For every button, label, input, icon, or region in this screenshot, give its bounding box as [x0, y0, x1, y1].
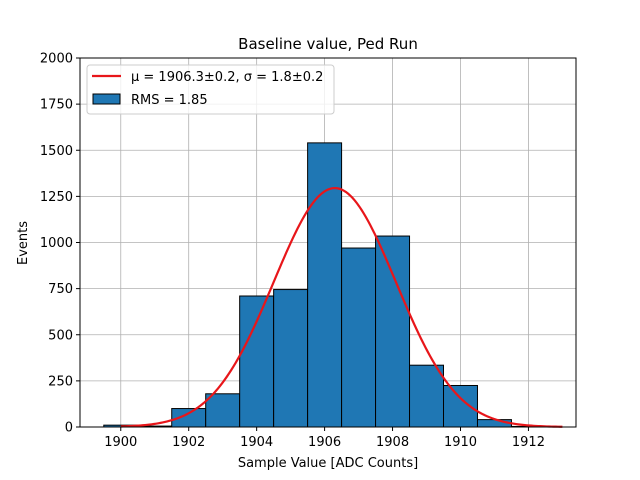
x-tick-label: 1900 [104, 435, 137, 450]
gaussian-fit-line [120, 186, 563, 428]
legend-hist-swatch [92, 93, 121, 105]
x-axis-ticks: 1900 1902 1904 1906 1908 1910 1912 [104, 427, 545, 450]
histogram-bar [443, 384, 478, 428]
x-tick-label: 1906 [308, 435, 341, 450]
y-axis-ticks: 0 250 500 750 1000 1250 1500 1750 2000 [40, 52, 80, 436]
histogram-bar [205, 393, 241, 428]
y-tick-label: 1750 [40, 98, 73, 113]
y-tick-label: 500 [48, 328, 73, 343]
histogram-bar [409, 364, 445, 428]
y-tick-label: 1500 [40, 144, 73, 159]
histogram-bar [273, 289, 309, 428]
x-tick-label: 1908 [376, 435, 409, 450]
legend-fit-label: μ = 1906.3±0.2, σ = 1.8±0.2 [131, 70, 323, 85]
y-tick-label: 0 [65, 421, 73, 436]
x-axis-label: Sample Value [ADC Counts] [238, 456, 418, 471]
histogram-bar [239, 295, 275, 428]
legend-hist-label: RMS = 1.85 [131, 93, 208, 108]
x-tick-label: 1910 [444, 435, 477, 450]
legend: μ = 1906.3±0.2, σ = 1.8±0.2 RMS = 1.85 [86, 64, 335, 115]
y-tick-label: 1000 [40, 236, 73, 251]
y-axis-label: Events [16, 221, 31, 265]
y-tick-label: 750 [48, 282, 73, 297]
x-tick-label: 1904 [240, 435, 273, 450]
x-tick-label: 1902 [172, 435, 205, 450]
x-tick-label: 1912 [512, 435, 545, 450]
y-tick-label: 2000 [40, 52, 73, 67]
chart-title: Baseline value, Ped Run [238, 35, 418, 53]
legend-frame [86, 64, 335, 115]
y-tick-label: 250 [48, 374, 73, 389]
histogram-bar [341, 247, 377, 428]
histogram-bar [375, 235, 411, 428]
y-tick-label: 1250 [40, 190, 73, 205]
histogram-bar [307, 142, 343, 428]
